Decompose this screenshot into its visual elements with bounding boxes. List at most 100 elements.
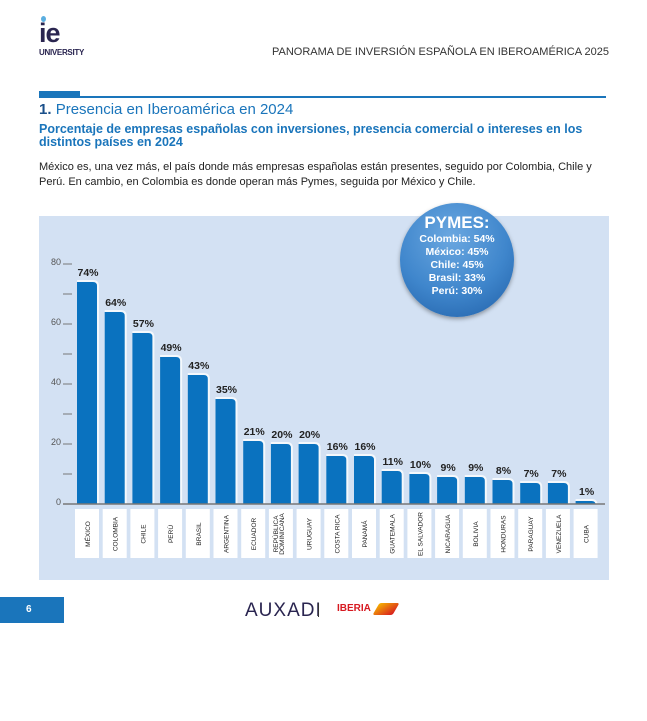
- category-label-box: [490, 509, 515, 558]
- data-label: 16%: [327, 441, 349, 453]
- category-label: BOLIVIA: [473, 521, 480, 547]
- data-label: 35%: [216, 384, 238, 396]
- page-number: 6: [0, 597, 64, 623]
- bar: [243, 441, 264, 504]
- category-label-box: [518, 509, 543, 558]
- data-label: 10%: [410, 459, 432, 471]
- category-label: CHILE: [140, 524, 147, 544]
- bar: [160, 357, 181, 504]
- logo-divider: [318, 603, 319, 617]
- data-label: 16%: [354, 441, 376, 453]
- bar: [464, 477, 485, 504]
- data-label: 74%: [77, 267, 99, 279]
- category-label: PERÚ: [166, 525, 175, 543]
- bar: [326, 456, 347, 504]
- bar: [547, 483, 568, 504]
- category-label-box: [296, 509, 321, 558]
- pymes-item: Chile: 45%: [430, 259, 484, 271]
- y-tick-label: 0: [56, 497, 61, 507]
- category-label: EL SALVADOR: [417, 512, 424, 556]
- category-label-box: [352, 509, 376, 558]
- data-label: 7%: [524, 468, 540, 480]
- category-label: CUBA: [584, 524, 591, 543]
- bar: [270, 444, 291, 504]
- category-label: ARGENTINA: [224, 514, 231, 553]
- category-label-box: [130, 509, 155, 558]
- category-label-box: [324, 509, 349, 558]
- category-label-box: [407, 509, 432, 558]
- category-label: DOMINICANA: [279, 513, 286, 555]
- bar: [77, 282, 97, 504]
- section-accent: [39, 91, 80, 97]
- bar: [381, 471, 402, 504]
- pymes-item: México: 45%: [425, 246, 489, 258]
- chart-subtitle: Porcentaje de empresas españolas con inv…: [39, 122, 583, 149]
- auxadi-logo: AUXADI: [245, 600, 322, 621]
- bar: [409, 474, 430, 504]
- category-label: URUGUAY: [307, 517, 314, 550]
- category-label-box: [573, 509, 598, 558]
- category-label-box: [75, 509, 99, 558]
- data-label: 7%: [551, 468, 567, 480]
- section-rule: [39, 96, 606, 98]
- body-text: México es, una vez más, el país donde má…: [39, 161, 592, 188]
- category-label: BRASIL: [196, 522, 203, 546]
- data-label: 9%: [441, 462, 457, 474]
- category-label: REPÚBLICA: [271, 515, 280, 553]
- data-label: 9%: [468, 462, 484, 474]
- category-label-box: [102, 509, 127, 558]
- category-label-box: [241, 509, 266, 558]
- data-label: 43%: [188, 360, 210, 372]
- data-label: 8%: [496, 465, 512, 477]
- category-label: COLOMBIA: [113, 516, 120, 551]
- bar: [520, 483, 541, 504]
- category-label: NICARAGUA: [445, 514, 452, 553]
- category-label-box: [435, 509, 460, 558]
- category-label-box: [158, 509, 183, 558]
- category-label: ECUADOR: [251, 517, 258, 550]
- pymes-item: Brasil: 33%: [428, 272, 486, 284]
- category-label-box: [213, 509, 238, 558]
- data-label: 11%: [382, 456, 403, 468]
- y-tick-label: 80: [51, 257, 61, 267]
- data-label: 1%: [579, 486, 595, 498]
- category-label: GUATEMALA: [390, 514, 397, 554]
- category-label: MÉXICO: [83, 521, 92, 547]
- bar: [354, 456, 374, 504]
- iberia-mark-icon: [372, 603, 400, 615]
- bar: [215, 399, 236, 504]
- y-tick-label: 20: [51, 437, 61, 447]
- data-label: 57%: [133, 318, 155, 330]
- category-label-box: [185, 509, 210, 558]
- data-label: 64%: [105, 297, 127, 309]
- data-label: 21%: [244, 426, 266, 438]
- bar: [132, 333, 153, 504]
- category-label: PARAGUAY: [528, 516, 535, 552]
- category-label: PANAMÁ: [360, 520, 369, 548]
- chart-panel: 0 20 40 60 80 74% MÉXICO 64% COLOMBIA 57% CHILE 49%…: [39, 216, 609, 580]
- bar: [187, 375, 208, 504]
- report-title: PANORAMA DE INVERSIÓN ESPAÑOLA EN IBEROA…: [271, 46, 609, 58]
- pymes-item: Perú: 30%: [431, 285, 483, 297]
- bar: [298, 444, 319, 504]
- category-label: HONDURAS: [501, 515, 508, 553]
- data-label: 20%: [271, 429, 293, 441]
- bar-chart: 0 20 40 60 80 74% MÉXICO 64% COLOMBIA 57% CHILE 49%…: [51, 257, 605, 558]
- category-label-box: [545, 509, 570, 558]
- iberia-logo: IBERIA: [337, 603, 371, 614]
- category-label: COSTA RICA: [334, 514, 341, 554]
- pymes-bubble: PYMES: Colombia: 54% México: 45% Chile: 45…: [400, 203, 514, 317]
- data-label: 49%: [161, 342, 183, 354]
- category-label: VENEZUELA: [556, 514, 563, 553]
- section-heading: 1. Presencia en Iberoamérica en 2024: [39, 101, 294, 118]
- data-label: 20%: [299, 429, 321, 441]
- bar: [104, 312, 125, 504]
- y-tick-label: 60: [51, 317, 61, 327]
- bar: [492, 480, 513, 504]
- bar: [437, 477, 458, 504]
- pymes-item: Colombia: 54%: [419, 233, 495, 245]
- category-label-box: [268, 509, 293, 558]
- y-tick-label: 40: [51, 377, 61, 387]
- category-label-box: [379, 509, 404, 558]
